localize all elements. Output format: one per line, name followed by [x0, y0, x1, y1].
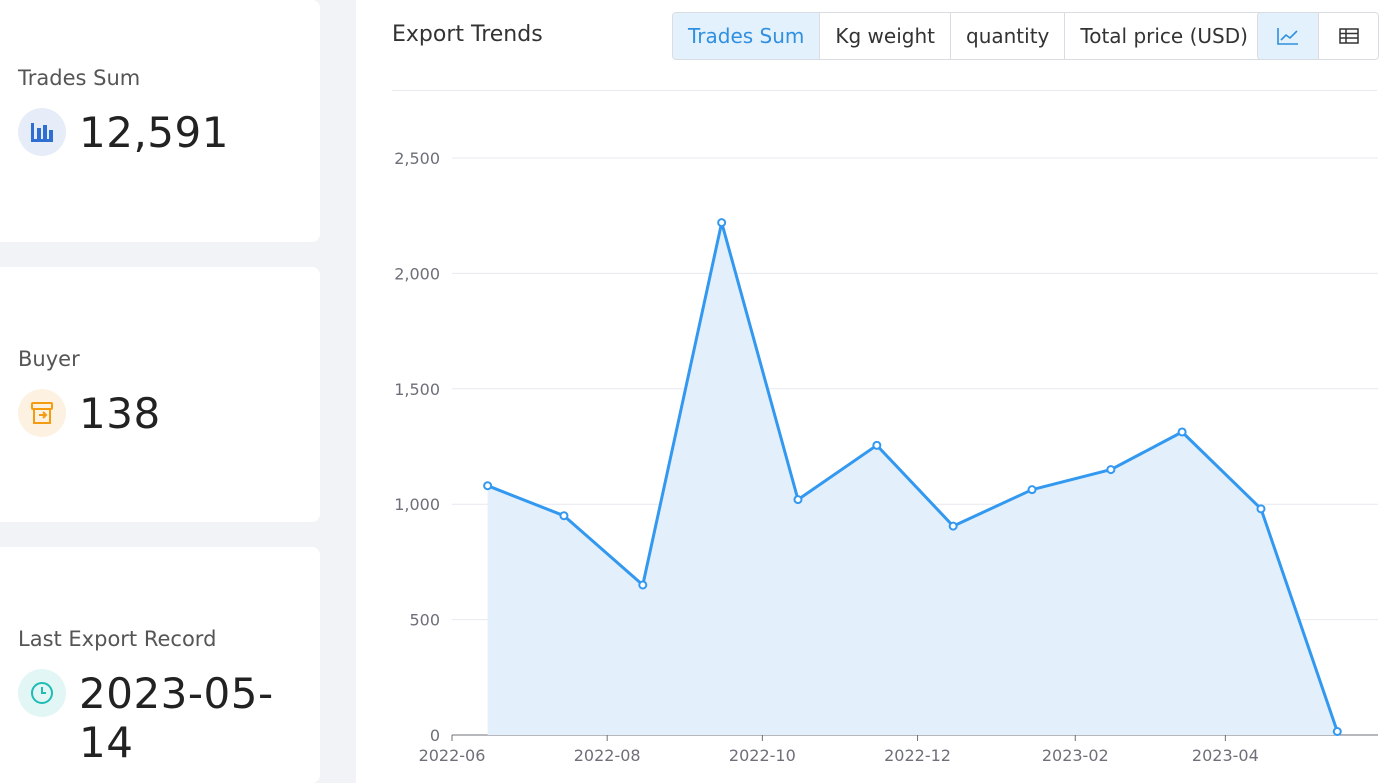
tab-trades-sum[interactable]: Trades Sum: [673, 13, 820, 59]
x-tick-label: 2022-10: [729, 746, 796, 765]
export-trends-chart: 0 500 1,000 1,500 2,000 2,500 2022-06 2022-08 20…: [394, 149, 1378, 765]
trades-sum-value: 12,591: [79, 108, 229, 157]
data-point: [717, 218, 727, 228]
storefront-icon: [18, 389, 66, 437]
line-chart-icon: [1277, 28, 1298, 45]
data-point: [1256, 504, 1266, 514]
table-icon: [1338, 28, 1359, 44]
x-tick-label: 2022-06: [419, 746, 486, 765]
last-export-card: Last Export Record 2023-05-14: [0, 547, 320, 783]
x-tick-label: 2022-12: [884, 746, 951, 765]
trades-sum-label: Trades Sum: [18, 66, 141, 90]
metric-tabs: Trades Sum Kg weight quantity Total pric…: [672, 12, 1264, 60]
trades-sum-card: Trades Sum 12,591: [0, 0, 320, 242]
buyer-label: Buyer: [18, 347, 80, 371]
y-tick-label: 1,000: [394, 495, 440, 514]
last-export-value: 2023-05-14: [79, 669, 274, 767]
tab-quantity[interactable]: quantity: [950, 13, 1065, 59]
bar-chart-icon: [18, 108, 66, 156]
last-export-label: Last Export Record: [18, 627, 217, 651]
buyer-value: 138: [79, 389, 161, 438]
data-point: [948, 521, 958, 531]
x-tick-label: 2022-08: [574, 746, 641, 765]
data-point: [872, 440, 882, 450]
view-toggle: [1257, 12, 1379, 60]
y-tick-label: 2,500: [394, 149, 440, 168]
data-point: [638, 580, 648, 590]
data-point: [1177, 427, 1187, 437]
data-point: [1027, 485, 1037, 495]
y-tick-label: 1,500: [394, 380, 440, 399]
tab-kg-weight[interactable]: Kg weight: [819, 13, 950, 59]
panel-title: Export Trends: [392, 22, 543, 47]
line-chart-view-button[interactable]: [1258, 13, 1318, 59]
header-divider: [392, 90, 1377, 91]
tab-total-price[interactable]: Total price (USD): [1064, 13, 1263, 59]
export-trends-panel: Export Trends Trades Sum Kg weight quant…: [356, 0, 1388, 783]
y-tick-label: 0: [430, 726, 440, 745]
clock-icon: [18, 669, 66, 717]
y-tick-label: 500: [409, 611, 440, 630]
buyer-card: Buyer 138: [0, 267, 320, 522]
x-tick-label: 2023-02: [1042, 746, 1109, 765]
series-line: [487, 221, 1339, 732]
data-point: [559, 511, 569, 521]
table-view-button[interactable]: [1318, 13, 1378, 59]
data-point: [793, 495, 803, 505]
y-tick-label: 2,000: [394, 264, 440, 283]
x-tick-label: 2023-04: [1192, 746, 1259, 765]
data-point: [483, 481, 493, 491]
data-point: [1332, 727, 1342, 737]
series-area: [487, 222, 1338, 736]
data-point: [1106, 465, 1116, 475]
